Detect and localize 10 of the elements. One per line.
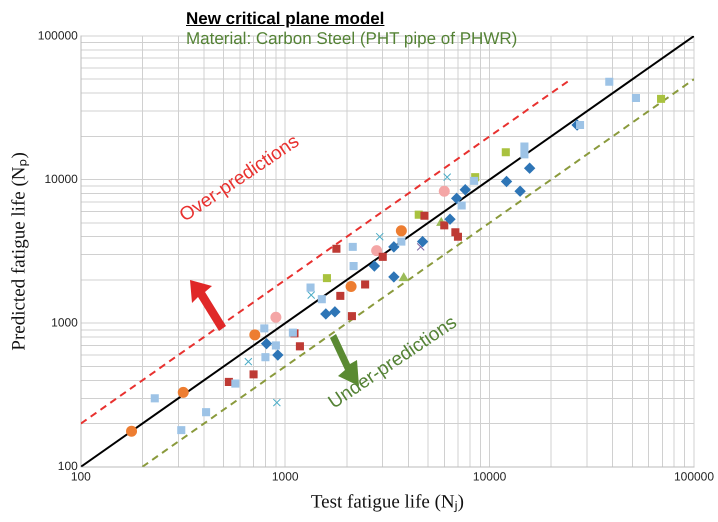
- x-axis-title: Test fatigue life (Nⱼ): [310, 492, 464, 513]
- y-tick-label: 1000: [51, 316, 78, 330]
- chart-title: New critical plane model: [186, 9, 386, 29]
- chart-subtitle: Material: Carbon Steel (PHT pipe of PHWR): [186, 29, 518, 49]
- y-axis-title: Predicted fatigue life (Nₚ): [8, 152, 30, 351]
- x-tick-label: 10000: [472, 469, 507, 484]
- y-tick-label: 10000: [44, 172, 78, 186]
- y-tick-label: 100000: [38, 28, 78, 42]
- x-tick-label: 1000: [272, 469, 299, 484]
- x-tick-label: 100000: [674, 469, 714, 484]
